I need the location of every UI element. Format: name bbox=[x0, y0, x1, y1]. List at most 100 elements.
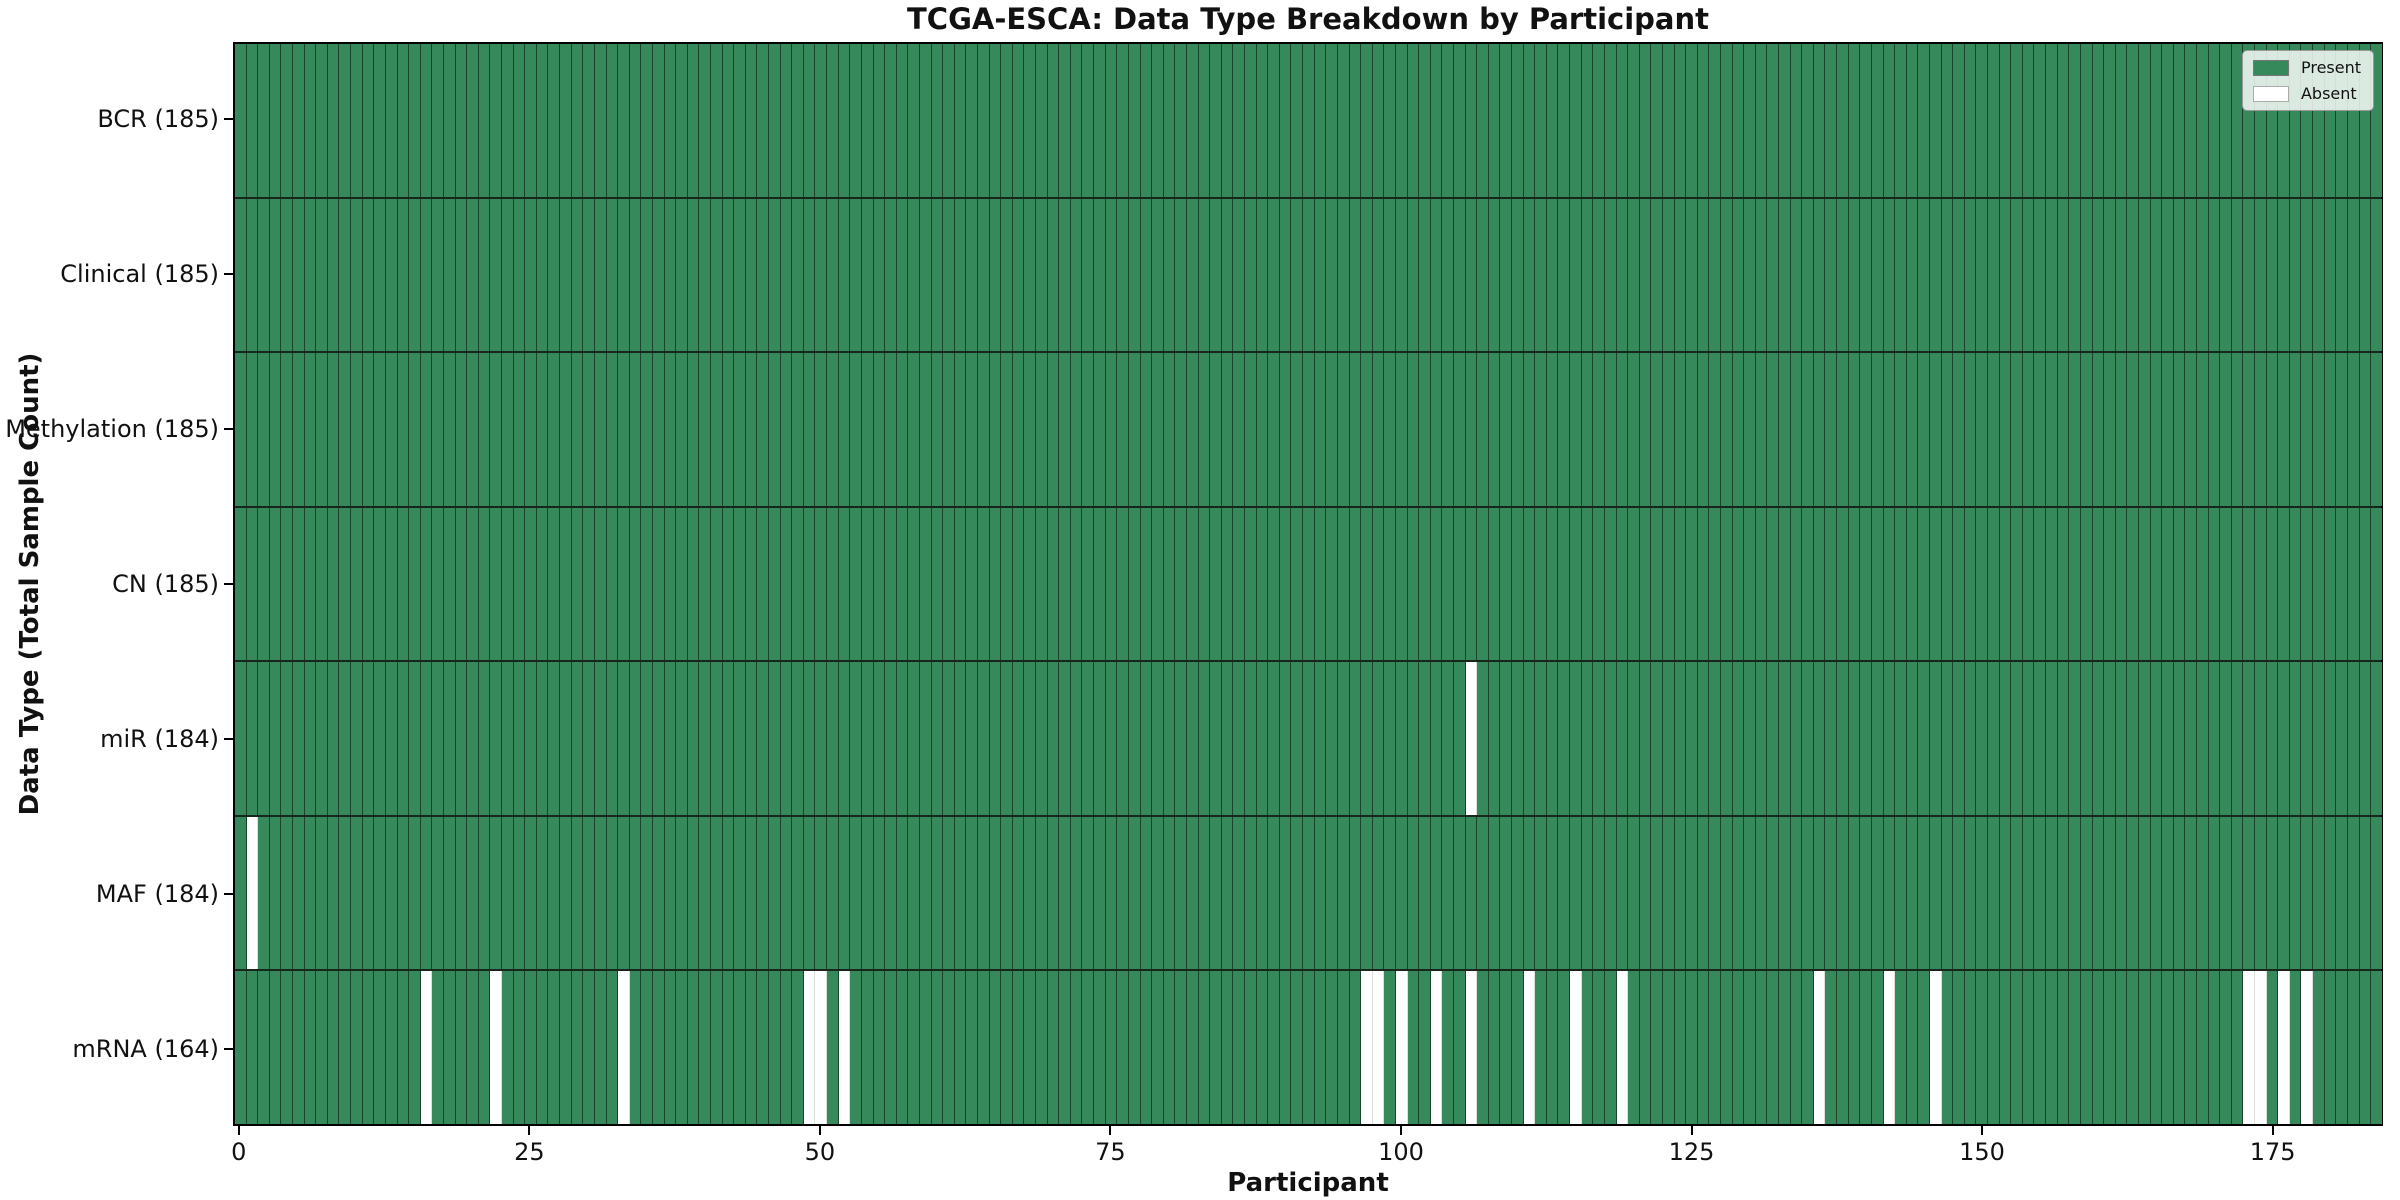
cell bbox=[432, 507, 444, 661]
cell bbox=[1221, 198, 1234, 352]
cell bbox=[652, 507, 665, 661]
cell bbox=[989, 44, 1002, 197]
cell bbox=[304, 198, 317, 352]
cell bbox=[978, 816, 990, 970]
cell bbox=[2034, 662, 2047, 815]
cell bbox=[1256, 44, 1269, 197]
cell bbox=[1395, 44, 1408, 197]
cell bbox=[351, 44, 363, 197]
cell bbox=[2034, 353, 2047, 506]
cell bbox=[1198, 971, 1211, 1125]
cell bbox=[2034, 44, 2047, 197]
cell bbox=[1186, 507, 1199, 661]
cell bbox=[1395, 662, 1408, 815]
cell bbox=[1697, 971, 1710, 1125]
cell bbox=[1906, 971, 1919, 1125]
cell bbox=[1268, 198, 1280, 352]
cell bbox=[478, 44, 491, 197]
cell bbox=[2046, 198, 2058, 352]
cell bbox=[885, 971, 897, 1125]
cell bbox=[2022, 507, 2035, 661]
cell bbox=[513, 507, 526, 661]
cell bbox=[1140, 353, 1153, 506]
cell bbox=[327, 971, 340, 1125]
cell bbox=[1291, 507, 1304, 661]
cell bbox=[2313, 816, 2325, 970]
cell bbox=[362, 816, 375, 970]
cell bbox=[978, 971, 990, 1125]
cell bbox=[1767, 353, 1780, 506]
cell bbox=[989, 198, 1002, 352]
cell bbox=[1883, 44, 1896, 197]
cell bbox=[2162, 662, 2174, 815]
cell bbox=[1523, 971, 1536, 1125]
cell bbox=[1906, 662, 1919, 815]
cell bbox=[351, 662, 363, 815]
cell bbox=[385, 662, 398, 815]
cell bbox=[2196, 662, 2209, 815]
cell bbox=[374, 816, 386, 970]
cell bbox=[1709, 662, 1721, 815]
cell bbox=[1779, 353, 1791, 506]
cell bbox=[1221, 44, 1234, 197]
cell bbox=[1953, 198, 1965, 352]
cell bbox=[385, 353, 398, 506]
cell bbox=[2046, 816, 2058, 970]
cell bbox=[1094, 507, 1106, 661]
cell bbox=[2313, 971, 2325, 1125]
cell bbox=[1128, 507, 1141, 661]
cell bbox=[1918, 198, 1930, 352]
cell bbox=[1860, 662, 1872, 815]
cell bbox=[989, 816, 1002, 970]
cell bbox=[1825, 971, 1838, 1125]
cell bbox=[1581, 44, 1594, 197]
cell bbox=[2208, 198, 2221, 352]
cell bbox=[1929, 971, 1942, 1125]
cell bbox=[2196, 44, 2209, 197]
cell bbox=[1616, 816, 1629, 970]
cell bbox=[1639, 198, 1652, 352]
cell bbox=[1210, 971, 1222, 1125]
cell bbox=[560, 353, 572, 506]
cell bbox=[2115, 44, 2128, 197]
cell bbox=[1012, 971, 1025, 1125]
cell bbox=[1198, 816, 1211, 970]
cell bbox=[1384, 353, 1396, 506]
cell bbox=[710, 44, 723, 197]
cell bbox=[1813, 507, 1826, 661]
cell bbox=[1256, 816, 1269, 970]
cell bbox=[1918, 353, 1930, 506]
cell bbox=[1372, 816, 1385, 970]
cell bbox=[258, 662, 270, 815]
cell bbox=[1570, 971, 1582, 1125]
cell bbox=[443, 816, 456, 970]
cell bbox=[1210, 507, 1222, 661]
cell bbox=[2278, 353, 2290, 506]
cell bbox=[641, 198, 653, 352]
cell bbox=[1953, 353, 1965, 506]
cell bbox=[1988, 971, 2000, 1125]
cell bbox=[2022, 971, 2035, 1125]
cell bbox=[1372, 662, 1385, 815]
cell bbox=[2301, 662, 2314, 815]
cell bbox=[409, 971, 421, 1125]
cell bbox=[2115, 198, 2128, 352]
cell bbox=[1419, 662, 1431, 815]
cell bbox=[1419, 44, 1431, 197]
cell bbox=[1535, 198, 1547, 352]
cell bbox=[1593, 816, 1605, 970]
cell bbox=[467, 44, 479, 197]
heatmap-grid bbox=[233, 42, 2383, 1126]
cell bbox=[1837, 507, 1849, 661]
cell bbox=[687, 816, 700, 970]
cell bbox=[1512, 971, 1524, 1125]
cell bbox=[548, 44, 561, 197]
cell bbox=[1988, 44, 2000, 197]
cell bbox=[1349, 816, 1362, 970]
cell bbox=[931, 662, 944, 815]
cell bbox=[1210, 816, 1222, 970]
cell bbox=[1918, 44, 1930, 197]
cell bbox=[281, 971, 294, 1125]
legend-entry-present: Present bbox=[2252, 58, 2361, 77]
cell bbox=[1686, 971, 1698, 1125]
